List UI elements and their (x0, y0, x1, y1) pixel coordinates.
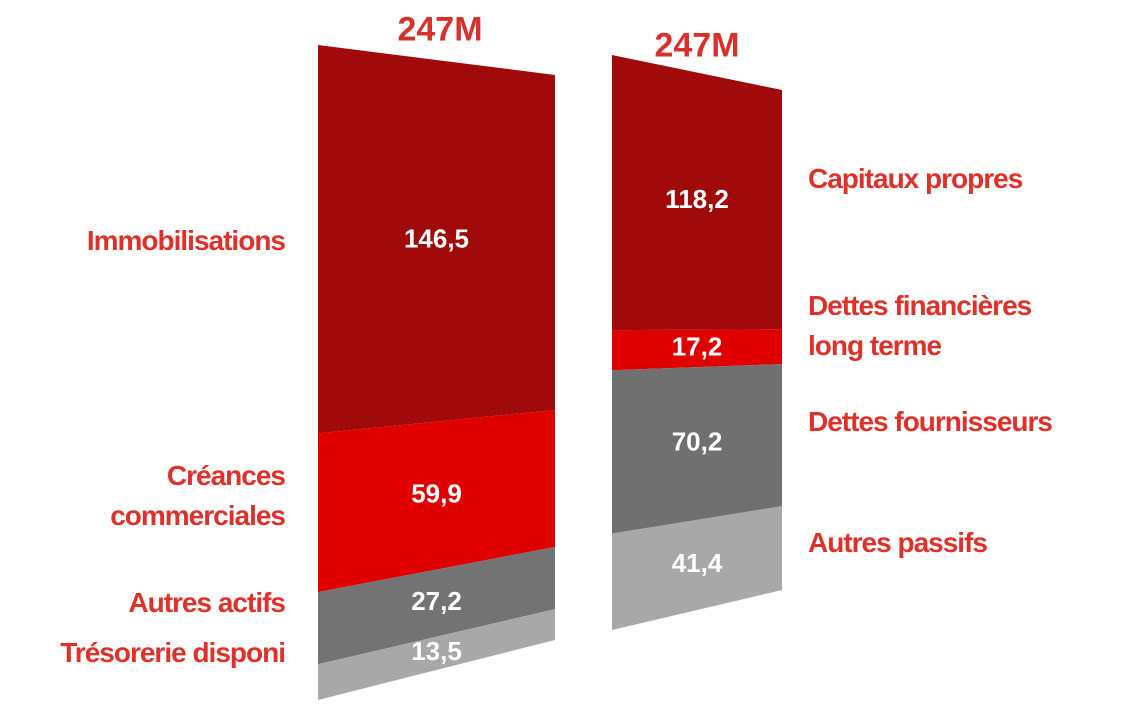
segment-name: Dettes fournisseurs (808, 405, 1053, 437)
segment-name: Autres passifs (808, 526, 988, 558)
value-label: 27,2 (411, 586, 462, 616)
value-label: 70,2 (672, 426, 723, 456)
bar-segment (612, 329, 782, 371)
bar-segment (612, 506, 782, 630)
segment-name: Créances commerciales (110, 459, 286, 531)
segment-name: Dettes financières long terme (808, 290, 1032, 362)
segment-name: Autres actifs (128, 587, 286, 619)
value-label: 146,5 (404, 224, 469, 254)
segment-name: Capitaux propres (808, 163, 1023, 195)
bar-segment (612, 55, 782, 331)
bar-segment (318, 609, 555, 700)
bar-segment (318, 546, 555, 665)
value-label: 41,4 (672, 548, 723, 578)
segment-name: Trésorerie disponi (60, 637, 286, 669)
column-total: 247M (654, 26, 740, 65)
value-label: 59,9 (411, 478, 462, 508)
bar-segment (318, 409, 555, 593)
value-label: 17,2 (672, 331, 723, 361)
segment-name: Immobilisations (86, 224, 286, 256)
value-label: 118,2 (665, 184, 729, 214)
value-label: 13,5 (411, 636, 462, 666)
bar-segment (318, 45, 555, 434)
bar-segment (612, 364, 782, 534)
column-total: 247M (397, 10, 483, 49)
